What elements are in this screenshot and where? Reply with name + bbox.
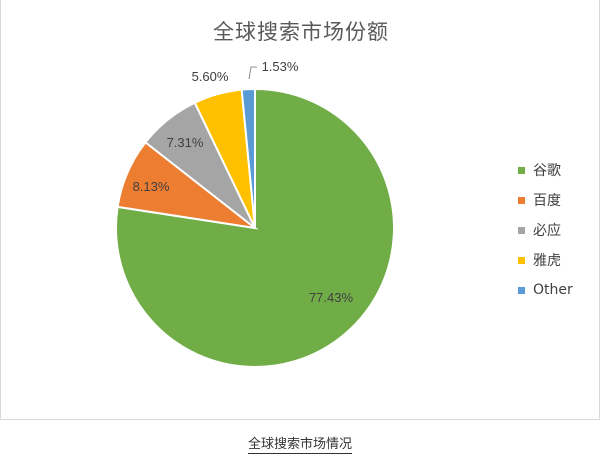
- legend-item: 谷歌: [518, 155, 573, 185]
- data-label-3: 7.31%: [167, 135, 204, 150]
- legend-item: 百度: [518, 185, 573, 215]
- chart-title: 全球搜索市场份额: [213, 20, 389, 44]
- legend-label: Other: [533, 282, 573, 298]
- legend-swatch: [518, 166, 525, 174]
- legend-swatch: [518, 256, 525, 264]
- legend-label: 百度: [533, 193, 561, 209]
- figure-caption: 全球搜索市场情况: [0, 433, 600, 454]
- legend-item: 雅虎: [518, 245, 573, 275]
- legend-swatch: [518, 196, 525, 204]
- pie-chart: 77.43% 8.13% 7.31% 5.60% 1.53%: [115, 59, 395, 368]
- data-label-2: 8.13%: [133, 179, 170, 194]
- leader-line: [248, 66, 257, 80]
- legend-label: 必应: [533, 223, 561, 239]
- legend-swatch: [518, 226, 525, 234]
- legend-item: Other: [518, 275, 573, 305]
- legend-label: 雅虎: [533, 253, 561, 269]
- data-label-1: 77.43%: [309, 290, 354, 305]
- data-label-4: 5.60%: [192, 69, 229, 84]
- legend-label: 谷歌: [533, 163, 561, 179]
- pie-slice-1: [115, 87, 395, 368]
- legend-item: 必应: [518, 215, 573, 245]
- caption-text: 全球搜索市场情况: [247, 437, 352, 454]
- chart-area: 全球搜索市场份额 77.43% 8.13% 7.31% 5.60% 1.53% 谷歌百度…: [0, 0, 600, 420]
- data-label-5: 1.53%: [262, 59, 299, 74]
- legend: 谷歌百度必应雅虎 Other: [518, 155, 573, 305]
- pie-slice-5: [240, 87, 256, 229]
- legend-swatch: [518, 286, 525, 294]
